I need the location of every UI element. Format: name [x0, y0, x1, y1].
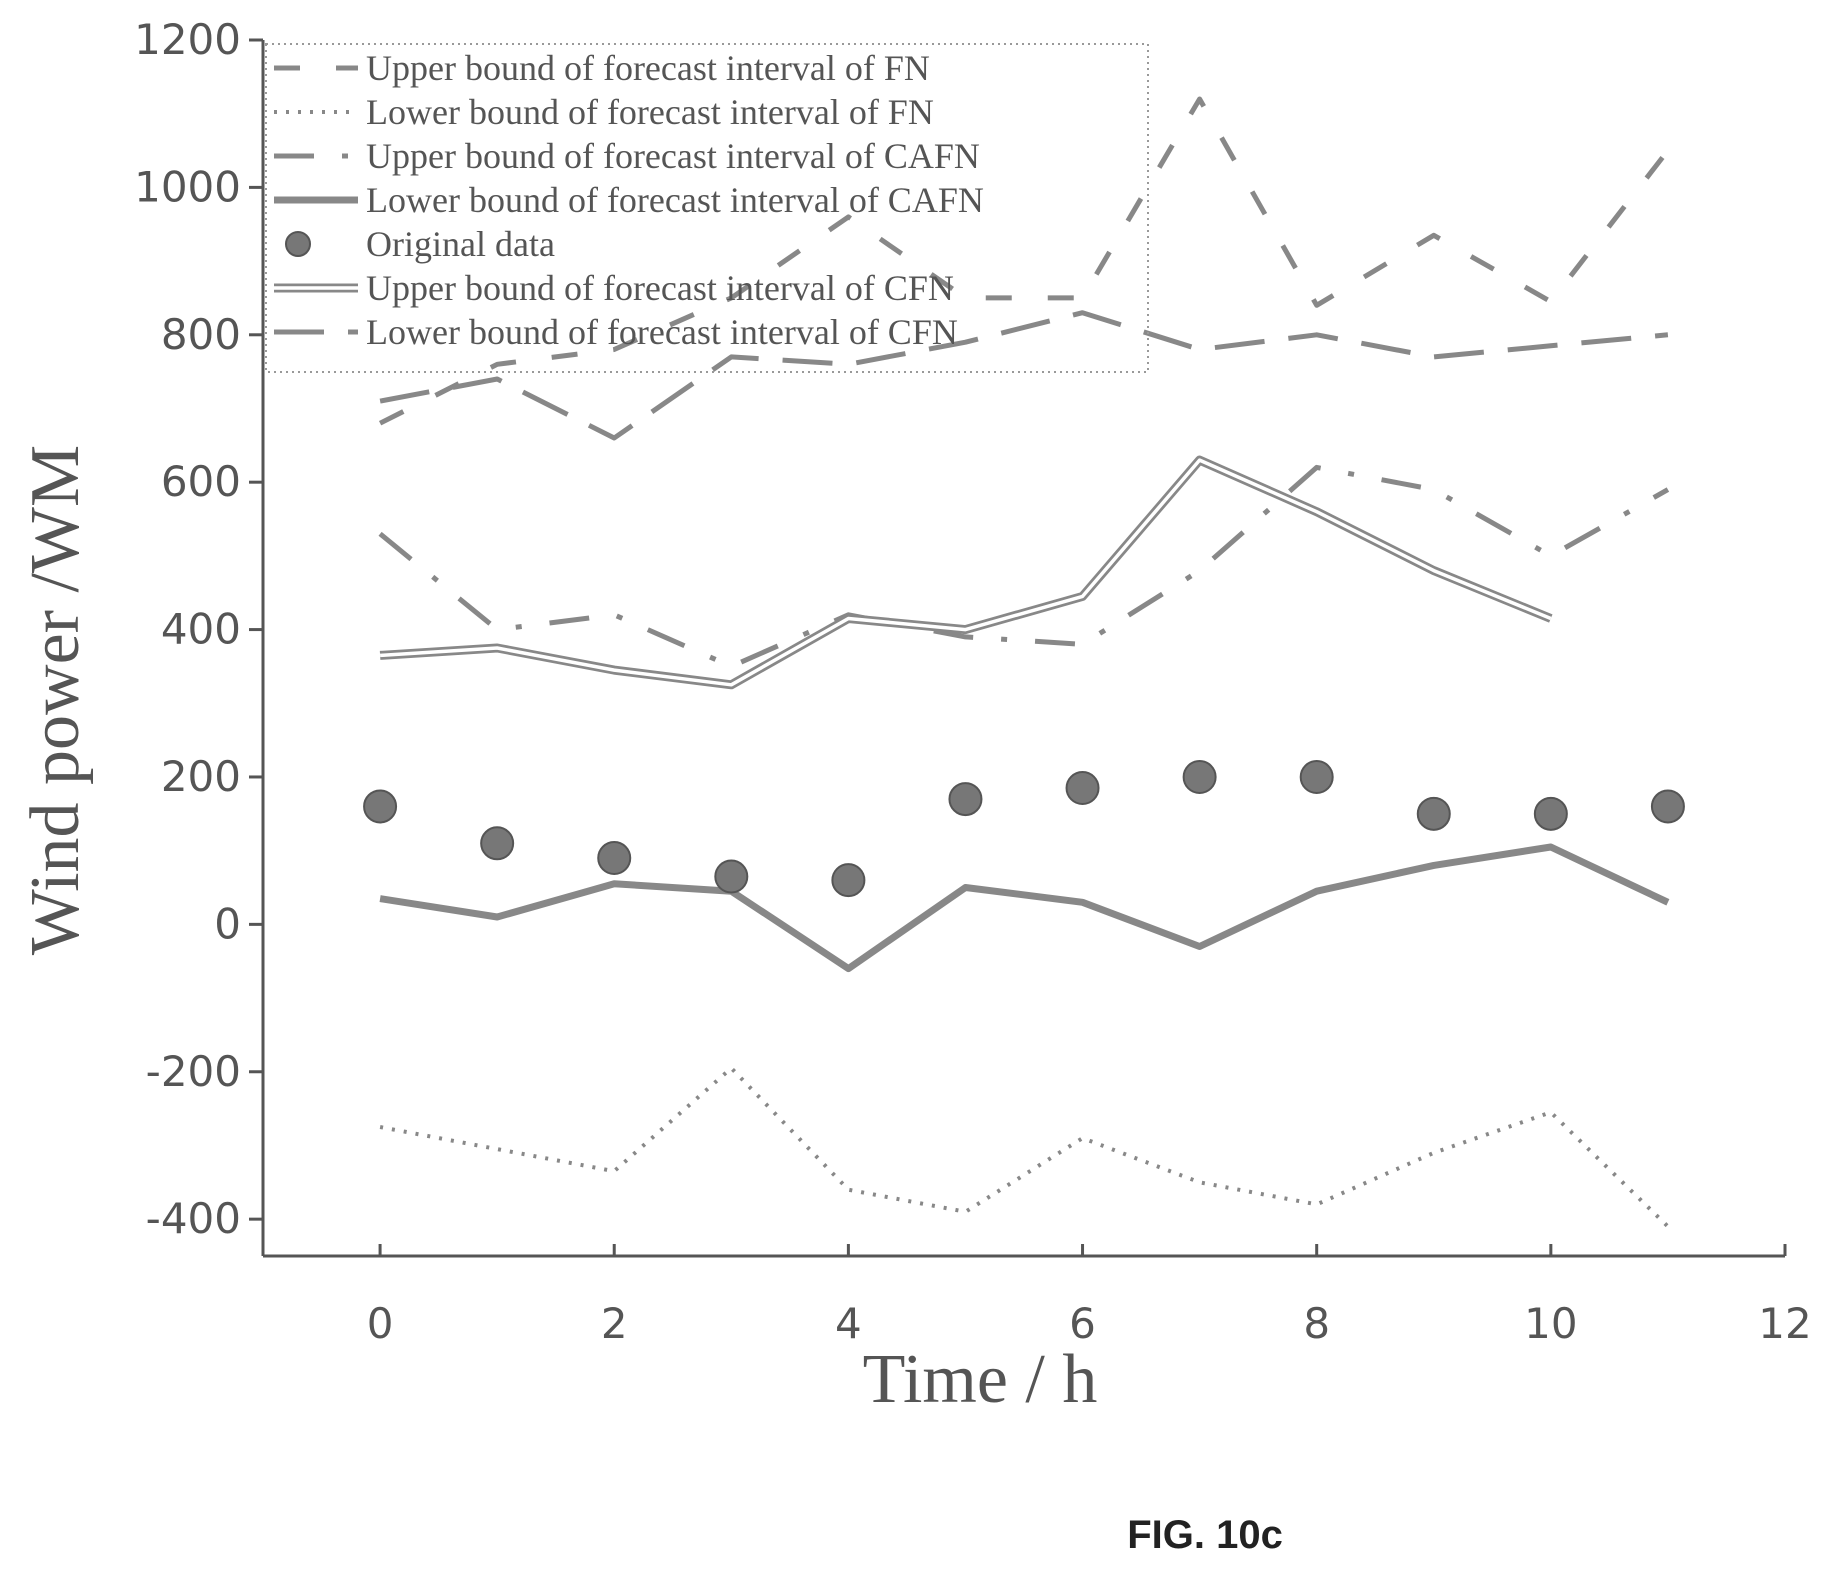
series-upper-bound-of-forecast-interval-of-cfn: [379, 455, 1553, 690]
y-tick-label: -400: [146, 1194, 241, 1243]
data-point: [363, 789, 398, 824]
y-tick-label: 400: [161, 605, 241, 654]
series-upper-bound-of-forecast-interval-of-cafn: [378, 464, 1670, 669]
series-original-data: [363, 759, 1685, 898]
legend-label: Lower bound of forecast interval of FN: [366, 92, 934, 132]
legend-label: Original data: [366, 224, 555, 264]
series-lower-bound-of-forecast-interval-of-fn: [379, 1066, 1670, 1228]
y-axis-title: Wind power /WM: [17, 445, 94, 955]
y-tick-label: 1200: [134, 15, 241, 64]
data-point: [1182, 759, 1217, 794]
data-point: [1065, 771, 1100, 806]
data-point: [480, 826, 515, 861]
legend-label: Upper bound of forecast interval of CFN: [366, 268, 954, 308]
legend-entry: Original data: [285, 224, 555, 264]
y-tick-label: 1000: [134, 162, 241, 211]
legend-label: Lower bound of forecast interval of CAFN: [366, 180, 984, 220]
series-line: [378, 464, 1670, 669]
data-point: [714, 859, 749, 894]
legend-entry: Lower bound of forecast interval of CFN: [274, 312, 958, 352]
data-point: [1299, 759, 1334, 794]
x-tick-label: 4: [835, 1299, 862, 1348]
series-line: [379, 455, 1553, 690]
data-point: [597, 841, 632, 876]
x-tick-label: 8: [1303, 1299, 1330, 1348]
legend-entry: Lower bound of forecast interval of FN: [274, 92, 934, 132]
series-lower-bound-of-forecast-interval-of-cfn: [379, 310, 1669, 441]
series-line: [379, 1066, 1670, 1228]
data-point: [948, 782, 983, 817]
y-tick-label: 600: [161, 457, 241, 506]
legend-entry: Lower bound of forecast interval of CAFN: [274, 180, 984, 220]
x-axis-title: Time / h: [863, 1341, 1098, 1418]
y-tick-label: 0: [214, 899, 241, 948]
series-lower-bound-of-forecast-interval-of-cafn: [379, 843, 1670, 973]
legend-label: Upper bound of forecast interval of CAFN: [366, 136, 980, 176]
legend-label: Lower bound of forecast interval of CFN: [366, 312, 958, 352]
legend-entry: Upper bound of forecast interval of CAFN: [274, 136, 980, 176]
data-point: [831, 863, 866, 898]
figure-label: FIG. 10c: [1127, 1513, 1283, 1557]
legend-entry: Upper bound of forecast interval of CFN: [274, 268, 954, 308]
legend-box: [265, 43, 1149, 373]
legend-entry: Upper bound of forecast interval of FN: [274, 48, 930, 88]
x-tick-label: 0: [367, 1299, 394, 1348]
series-line: [379, 843, 1670, 973]
data-point: [1416, 796, 1451, 831]
legend-label: Upper bound of forecast interval of FN: [366, 48, 930, 88]
data-point: [1650, 789, 1685, 824]
x-tick-label: 12: [1758, 1299, 1811, 1348]
axes: 0 2 4 6 8 10 12 1200 1000 800 600 400 200 0 -200 -400: [134, 15, 1812, 1348]
series-layer: [363, 96, 1685, 1228]
legend: Upper bound of forecast interval of FNLo…: [265, 43, 1149, 373]
y-tick-label: -200: [146, 1047, 241, 1096]
x-tick-label: 2: [601, 1299, 628, 1348]
y-tick-label: 200: [161, 752, 241, 801]
series-line: [379, 310, 1669, 441]
x-tick-label: 6: [1069, 1299, 1096, 1348]
data-point: [1533, 796, 1568, 831]
x-tick-label: 10: [1524, 1299, 1577, 1348]
y-tick-label: 800: [161, 310, 241, 359]
legend-swatch: [285, 231, 311, 257]
series-line-inner: [379, 458, 1552, 687]
